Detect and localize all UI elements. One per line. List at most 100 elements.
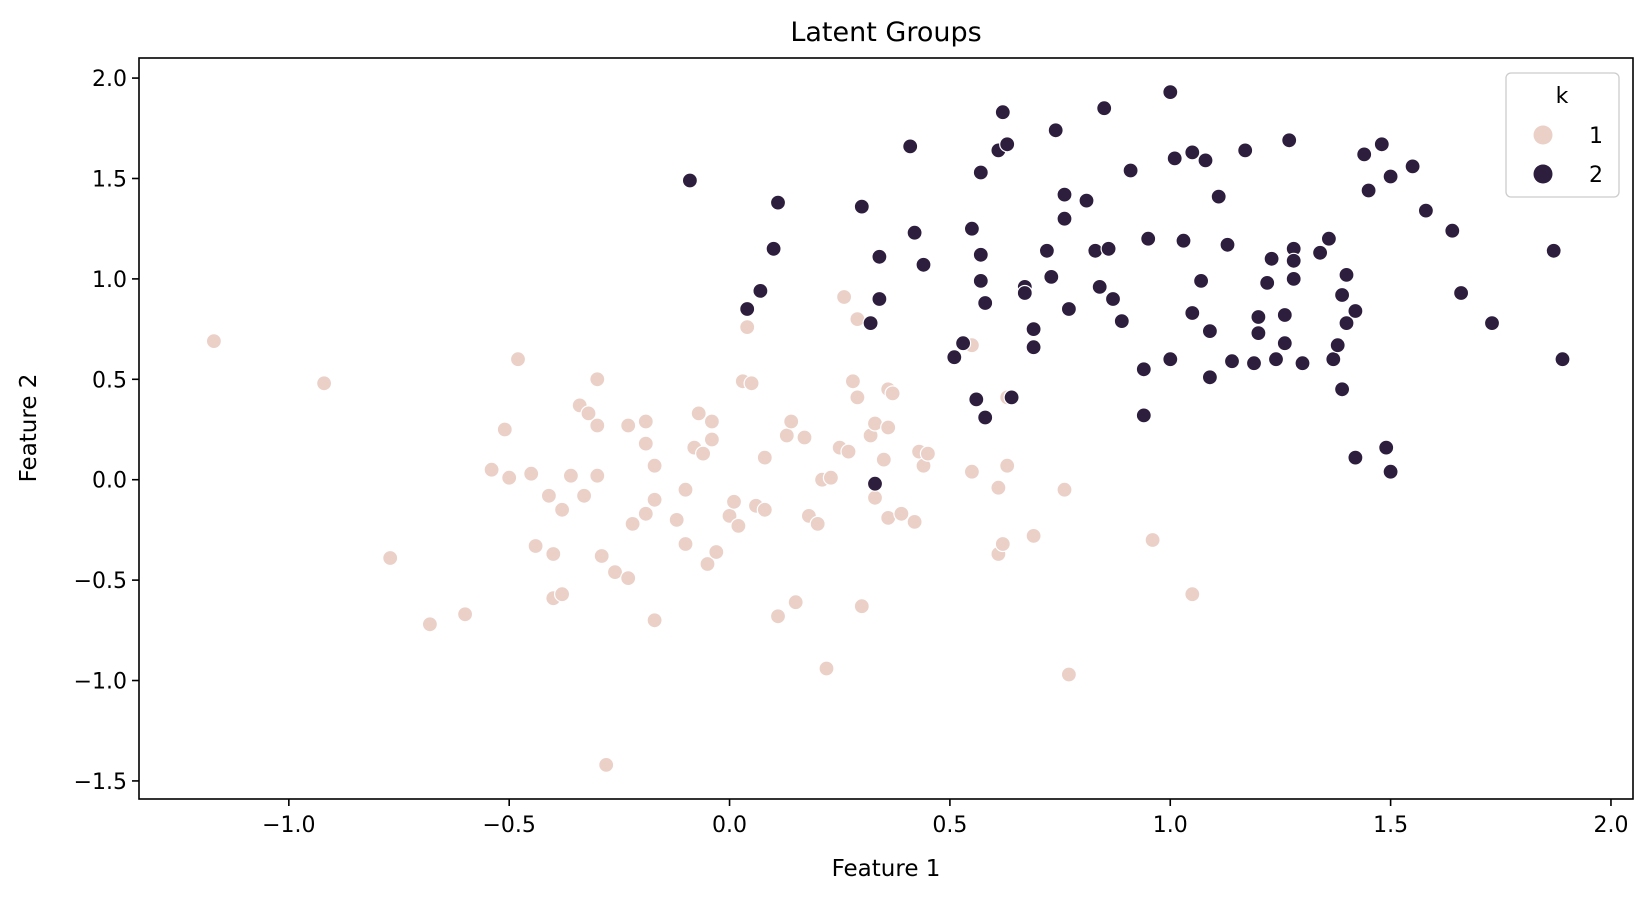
data-point (708, 543, 725, 561)
data-point (778, 427, 795, 444)
data-point (968, 391, 985, 408)
data-point (866, 475, 884, 492)
data-point (1025, 321, 1042, 338)
data-point (822, 469, 840, 486)
data-point (483, 461, 500, 478)
data-point (620, 417, 637, 434)
data-point (1091, 278, 1108, 295)
data-point (769, 608, 787, 625)
data-point (1554, 351, 1571, 368)
data-point (1223, 353, 1241, 370)
data-point (977, 409, 994, 426)
data-point (840, 443, 857, 460)
data-point (1417, 202, 1435, 219)
x-tick-label: 1.0 (1153, 813, 1188, 838)
data-point (902, 138, 919, 155)
data-point (1325, 351, 1342, 368)
data-point (205, 333, 222, 350)
data-point (606, 563, 624, 581)
data-point (756, 449, 773, 466)
data-point (1038, 242, 1056, 259)
data-point (990, 479, 1007, 496)
data-point (1056, 210, 1073, 227)
legend: k 1 2 (1505, 72, 1620, 198)
data-point (677, 535, 694, 553)
data-point (1545, 242, 1562, 259)
data-point (690, 405, 707, 422)
data-point (1285, 252, 1302, 269)
data-point (575, 487, 593, 504)
data-point (1404, 158, 1421, 175)
data-point (1347, 302, 1364, 320)
data-point (637, 435, 654, 452)
data-point (946, 349, 963, 366)
y-axis: −1.5 −1.0 −0.5 0.0 0.5 1.0 1.5 2.0 (74, 67, 139, 795)
data-point (646, 457, 663, 474)
data-point (835, 288, 853, 306)
data-point (730, 517, 747, 535)
data-point (1210, 188, 1227, 205)
data-point (1382, 463, 1399, 480)
data-point (809, 515, 826, 533)
data-point (527, 537, 544, 555)
x-axis-label: Feature 1 (832, 856, 941, 882)
data-point (1060, 300, 1078, 318)
data-point (620, 569, 637, 587)
data-point (915, 256, 932, 273)
data-point (844, 373, 862, 390)
data-point (739, 300, 756, 318)
data-point (743, 375, 760, 392)
data-point (589, 371, 606, 388)
data-point (1184, 586, 1201, 603)
data-point (1360, 182, 1377, 199)
data-point (677, 481, 694, 498)
x-tick-label: −1.0 (262, 813, 315, 838)
data-point (906, 224, 923, 241)
legend-label-2: 2 (1589, 163, 1603, 188)
data-point (752, 282, 769, 299)
data-point (963, 463, 981, 480)
data-point (646, 612, 663, 629)
x-tick-label: 0.0 (712, 813, 747, 838)
data-point (977, 294, 994, 312)
data-point (1452, 284, 1470, 302)
data-point (999, 136, 1016, 153)
y-tick-label: −0.5 (74, 569, 127, 594)
data-point (1267, 351, 1285, 368)
data-point (853, 598, 870, 615)
data-point (1056, 481, 1073, 498)
y-tick-label: 0.0 (92, 469, 127, 494)
data-point (972, 164, 989, 181)
data-point (589, 467, 606, 484)
data-point (1122, 162, 1139, 179)
data-point (553, 586, 571, 603)
data-point (1219, 236, 1236, 253)
data-point (316, 375, 333, 392)
x-tick-label: 1.5 (1373, 813, 1408, 838)
data-point (963, 220, 981, 237)
y-tick-label: −1.0 (74, 670, 127, 695)
data-point (553, 501, 571, 518)
data-point (593, 547, 610, 565)
data-point (1276, 306, 1293, 324)
legend-label-1: 1 (1589, 124, 1603, 149)
data-point (1197, 152, 1214, 169)
data-point (496, 421, 513, 438)
data-point (540, 487, 558, 504)
data-point (1483, 315, 1501, 332)
data-point (871, 290, 888, 308)
data-point (1192, 272, 1210, 289)
data-point (871, 248, 888, 265)
data-point (880, 419, 897, 436)
data-point (1347, 449, 1364, 466)
data-point (853, 198, 870, 215)
data-point (1184, 144, 1201, 161)
data-point (1237, 142, 1254, 159)
y-tick-label: 2.0 (92, 67, 127, 92)
data-point (1162, 351, 1179, 368)
data-point (523, 465, 540, 482)
data-point (783, 413, 800, 430)
legend-marker-1 (1533, 125, 1553, 145)
data-point (1338, 266, 1355, 283)
